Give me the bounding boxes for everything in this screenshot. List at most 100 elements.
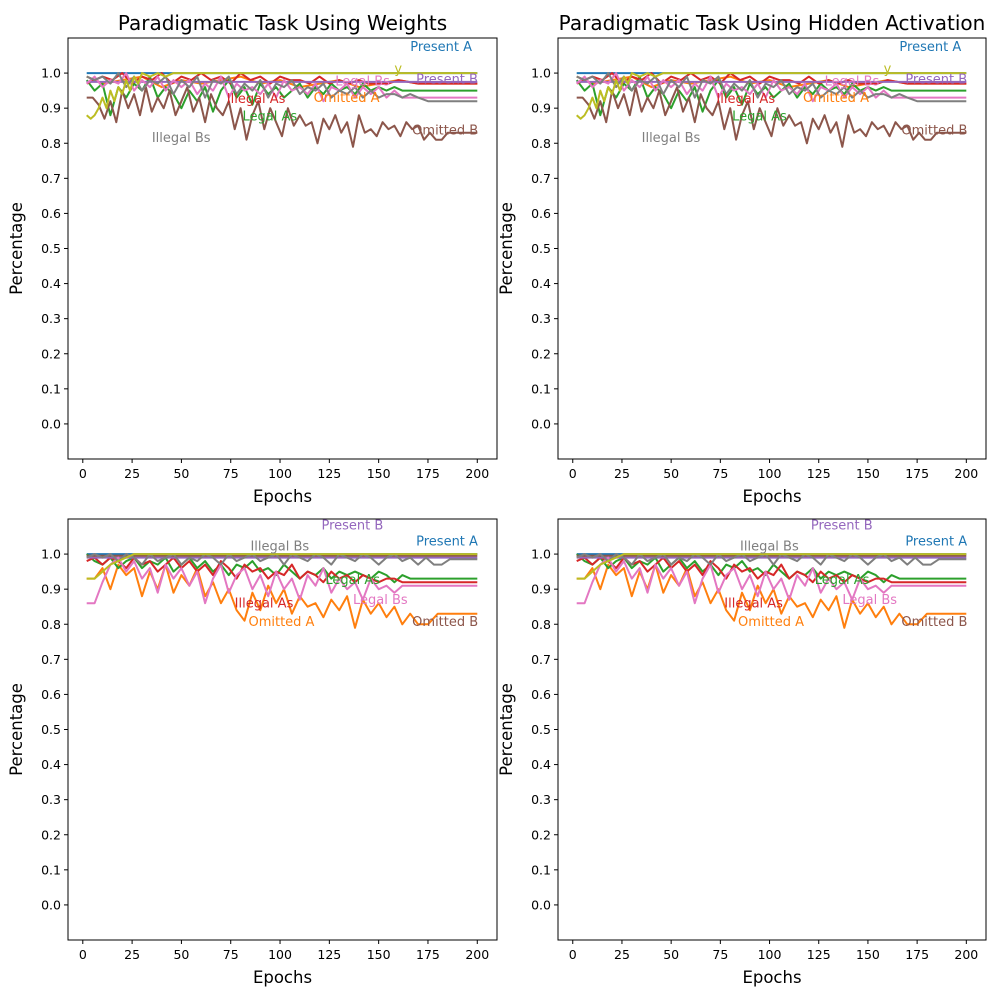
x-tick-label: 75 (223, 466, 239, 481)
y-tick-label: 1.0 (41, 66, 61, 81)
y-tick-label: 0.2 (531, 827, 551, 842)
chart-title: Paradigmatic Task Using Hidden Activatio… (559, 11, 986, 35)
x-tick-label: 200 (465, 947, 489, 962)
x-tick-label: 150 (856, 947, 880, 962)
series-line-y (86, 72, 478, 120)
chart-panel-2: Present A Omitted A Legal As Illegal As Pres… (497, 11, 987, 506)
series-label: Illegal Bs (250, 540, 309, 555)
x-tick-label: 125 (807, 466, 831, 481)
chart-title: Paradigmatic Task Using Weights (118, 11, 447, 35)
y-tick-label: 0.6 (531, 687, 551, 702)
x-tick-label: 0 (79, 466, 87, 481)
y-tick-label: 0.2 (531, 346, 551, 361)
y-tick-label: 0.0 (41, 416, 61, 431)
y-tick-label: 0.3 (41, 311, 61, 326)
x-tick-label: 200 (954, 947, 978, 962)
y-tick-label: 0.6 (531, 206, 551, 221)
series-label: y (394, 62, 402, 77)
series-line-legal-as (576, 553, 967, 584)
x-tick-label: 75 (223, 947, 239, 962)
y-tick-label: 0.3 (531, 311, 551, 326)
y-axis-label: Percentage (497, 202, 516, 295)
y-tick-label: 0.0 (531, 897, 551, 912)
series-label: y (884, 62, 892, 77)
series-label: Omitted B (901, 615, 967, 630)
series-label: Illegal Bs (642, 131, 701, 146)
series-label: Legal As (815, 573, 870, 588)
series-label: Omitted A (314, 91, 380, 106)
series-line-illegal-as (576, 556, 967, 584)
series-label: Legal Bs (353, 593, 408, 608)
x-tick-label: 0 (569, 466, 577, 481)
series-label: Omitted B (412, 123, 478, 138)
y-tick-label: 1.0 (531, 547, 551, 562)
y-axis-label: Percentage (497, 683, 516, 776)
y-tick-label: 0.8 (531, 617, 551, 632)
y-tick-label: 0.0 (531, 416, 551, 431)
y-tick-label: 0.5 (531, 722, 551, 737)
y-axis-label: Percentage (7, 202, 26, 295)
y-tick-label: 0.4 (531, 757, 551, 772)
x-tick-label: 0 (569, 947, 577, 962)
series-label: Present A (416, 534, 478, 549)
series-label: Omitted A (248, 615, 314, 630)
y-tick-label: 0.9 (41, 582, 61, 597)
series-line-omitted-b (576, 86, 967, 148)
y-tick-label: 0.4 (41, 757, 61, 772)
series-line-illegal-bs (86, 553, 478, 566)
y-tick-label: 0.2 (41, 346, 61, 361)
y-tick-label: 0.0 (41, 897, 61, 912)
x-axis-label: Epochs (742, 968, 801, 987)
series-label: Legal Bs (335, 74, 390, 89)
series-label: Present B (321, 519, 383, 534)
y-tick-label: 0.9 (41, 101, 61, 116)
y-tick-label: 0.1 (531, 862, 551, 877)
chart-panel-4: Present A Omitted A Legal As Illegal As Pres… (497, 518, 987, 987)
y-tick-label: 0.8 (531, 136, 551, 151)
y-axis-label: Percentage (7, 683, 26, 776)
y-tick-label: 0.5 (41, 241, 61, 256)
x-tick-label: 25 (124, 466, 140, 481)
x-tick-label: 50 (663, 947, 679, 962)
series-line-y (86, 553, 478, 580)
series-line-legal-bs (86, 556, 478, 605)
y-tick-label: 0.7 (531, 171, 551, 186)
y-tick-label: 0.3 (531, 792, 551, 807)
series-line-illegal-bs (576, 553, 967, 566)
series-label: Present B (905, 73, 967, 88)
series-line-y (576, 72, 967, 120)
x-tick-label: 25 (614, 466, 630, 481)
x-tick-label: 150 (856, 466, 880, 481)
series-line-legal-bs (576, 556, 967, 605)
y-tick-label: 0.1 (41, 862, 61, 877)
x-tick-label: 125 (317, 947, 341, 962)
x-tick-label: 200 (465, 466, 489, 481)
series-label: Omitted A (738, 615, 804, 630)
y-tick-label: 0.9 (531, 582, 551, 597)
y-tick-label: 0.9 (531, 101, 551, 116)
y-tick-label: 0.2 (41, 827, 61, 842)
y-tick-label: 0.7 (41, 652, 61, 667)
series-label: Present B (811, 519, 873, 534)
x-tick-label: 0 (79, 947, 87, 962)
series-label: Present A (410, 40, 472, 55)
x-axis-label: Epochs (253, 968, 312, 987)
series-label: Illegal As (716, 92, 775, 107)
x-tick-label: 100 (758, 466, 782, 481)
series-line-omitted-a (576, 563, 967, 629)
series-label: Present A (899, 40, 961, 55)
x-tick-label: 100 (268, 947, 292, 962)
x-tick-label: 150 (367, 947, 391, 962)
series-label: Illegal Bs (740, 540, 799, 555)
series-label: Illegal As (235, 596, 294, 611)
y-tick-label: 0.8 (41, 136, 61, 151)
x-tick-label: 25 (614, 947, 630, 962)
x-axis-label: Epochs (742, 487, 801, 506)
series-label: Legal As (325, 573, 380, 588)
x-tick-label: 100 (758, 947, 782, 962)
x-tick-label: 175 (416, 947, 440, 962)
x-tick-label: 150 (367, 466, 391, 481)
series-line-legal-as (86, 553, 478, 584)
y-tick-label: 1.0 (41, 547, 61, 562)
series-label: Omitted A (803, 91, 869, 106)
